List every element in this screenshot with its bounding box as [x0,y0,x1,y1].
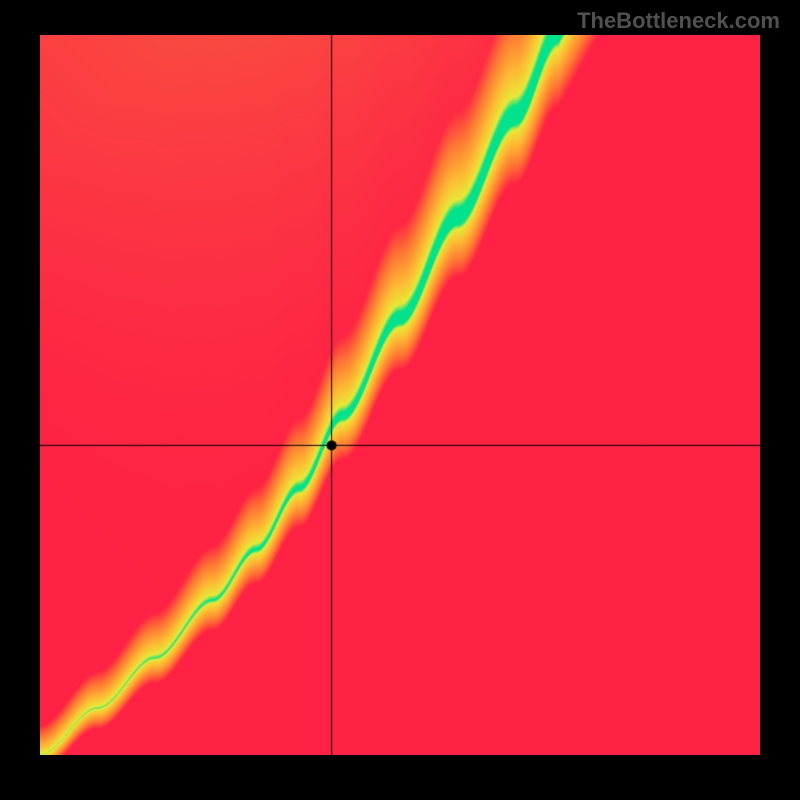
chart-container: TheBottleneck.com [0,0,800,800]
watermark-text: TheBottleneck.com [577,8,780,34]
heatmap-plot [40,35,760,755]
heatmap-canvas [40,35,760,755]
